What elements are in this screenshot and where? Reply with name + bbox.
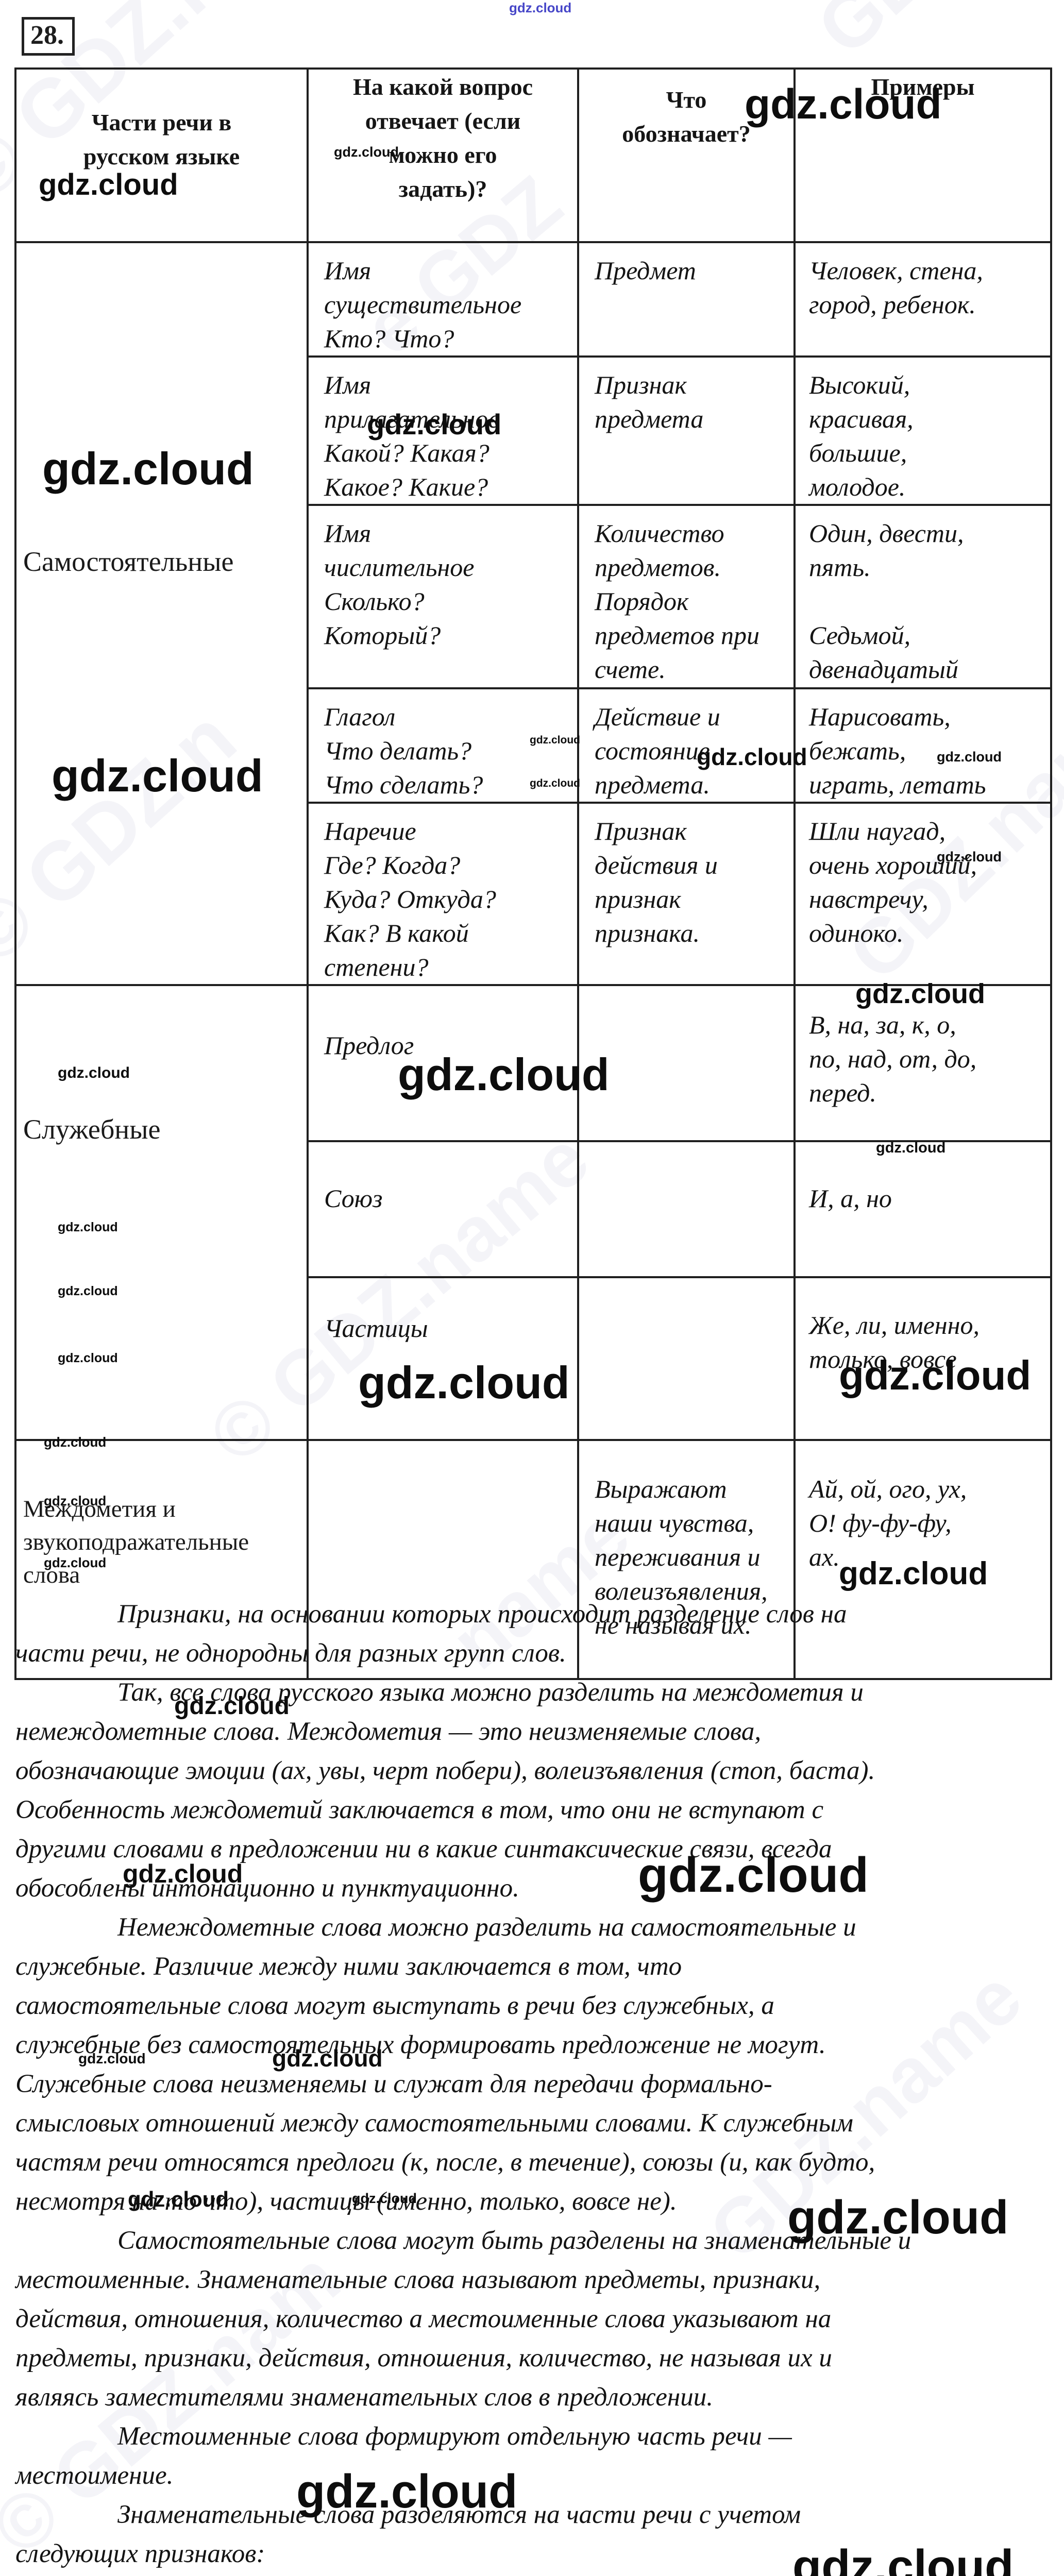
table-row: Имя прилагательное Какой? Какая? Какое? … (15, 355, 1052, 506)
cell-question: Имя прилагательное Какой? Какая? Какое? … (307, 355, 579, 506)
cell-meaning (577, 1276, 796, 1441)
cell-meaning: Количество предметов. Порядок предметов … (577, 504, 796, 689)
cell-examples: Высокий, красивая, большие, молодое. (793, 355, 1052, 506)
cell-question: Наречие Где? Когда? Куда? Откуда? Как? В… (307, 802, 579, 986)
table-row: Имя числительное Сколько? Который? Колич… (15, 504, 1052, 689)
table-row: Служебные Предлог В, на, за, к, о, по, н… (14, 984, 1052, 1441)
cell-question: Глагол Что делать? Что сделать? (307, 687, 579, 804)
cell-question: Имя числительное Сколько? Который? (307, 504, 579, 689)
group-label-interjections: Междометия и звукоподражательные слова (14, 1439, 309, 1680)
cell-examples: Человек, стена, город, ребенок. (793, 241, 1052, 358)
cell-meaning: Действие и состояние предмета. (577, 687, 796, 804)
faint-site-watermark: GDZ.nam (801, 0, 1064, 71)
answer-text: Признаки, на основании которых происходи… (15, 1595, 1061, 2576)
cell-examples: Же, ли, именно, только, вовсе (793, 1276, 1052, 1441)
cell-question: Имя существительное Кто? Что? (307, 241, 579, 358)
cell-meaning: Признак предмета (577, 355, 796, 506)
table-row: Самостоятельные Имя существительное Кто?… (14, 241, 1052, 986)
table-row: Союз И, а, но (15, 1140, 1052, 1278)
paragraph: Местоименные слова формируют отдельную ч… (15, 2422, 792, 2490)
group-label-independent: Самостоятельные (14, 241, 309, 986)
cell-examples: Ай, ой, ого, ух, О! фу-фу-фу, ах. (793, 1439, 1052, 1680)
paragraph: Знаменательные слова разделяются на част… (15, 2500, 801, 2568)
column-header-parts: Части речи в русском языке (14, 67, 309, 243)
table-row: Междометия и звукоподражательные слова В… (14, 1439, 1052, 1680)
exercise-number: 28. (22, 17, 75, 56)
cell-examples: В, на, за, к, о, по, над, от, до, перед. (793, 984, 1052, 1142)
group-label-auxiliary: Служебные (14, 984, 309, 1441)
table-header-row: Части речи в русском языке На какой вопр… (14, 67, 1052, 243)
cell-question: Предлог (307, 984, 579, 1142)
cell-examples: Один, двести, пять. Седьмой, двенадцатый (793, 504, 1052, 689)
paragraph: Самостоятельные слова могут быть разделе… (15, 2226, 911, 2412)
column-header-examples: Примеры (793, 67, 1052, 243)
table-row: Глагол Что делать? Что сделать? Действие… (15, 687, 1052, 804)
cell-question: Частицы (307, 1276, 579, 1441)
parts-of-speech-table: Части речи в русском языке На какой вопр… (14, 67, 1052, 1680)
cell-meaning: Предмет (577, 241, 796, 358)
table-row: Наречие Где? Когда? Куда? Откуда? Как? В… (15, 802, 1052, 986)
paragraph: Признаки, на основании которых происходи… (15, 1600, 847, 1668)
cell-question: Союз (307, 1140, 579, 1278)
column-header-question: На какой вопрос отвечает (если можно его… (307, 67, 579, 243)
paragraph: Так, все слова русского языка можно разд… (15, 1678, 875, 1903)
cell-examples: И, а, но (793, 1140, 1052, 1278)
cell-meaning: Признак действия и признак признака. (577, 802, 796, 986)
cell-meaning: Выражают наши чувства, переживания и вол… (577, 1439, 796, 1680)
paragraph: Немеждометные слова можно разделить на с… (15, 1913, 875, 2216)
cell-meaning (577, 1140, 796, 1278)
paragraph: 1) обобщенное значение, (15, 2573, 1061, 2576)
cell-examples: Шли наугад, очень хороший, навстречу, од… (793, 802, 1052, 986)
cell-question (307, 1439, 579, 1680)
cell-meaning (577, 984, 796, 1142)
cell-examples: Нарисовать, бежать, играть, летать (793, 687, 1052, 804)
table-row: Частицы Же, ли, именно, только, вовсе (15, 1276, 1052, 1441)
column-header-meaning: Что обозначает? (577, 67, 796, 243)
watermark-gdzcloud: gdz.cloud (509, 0, 572, 15)
